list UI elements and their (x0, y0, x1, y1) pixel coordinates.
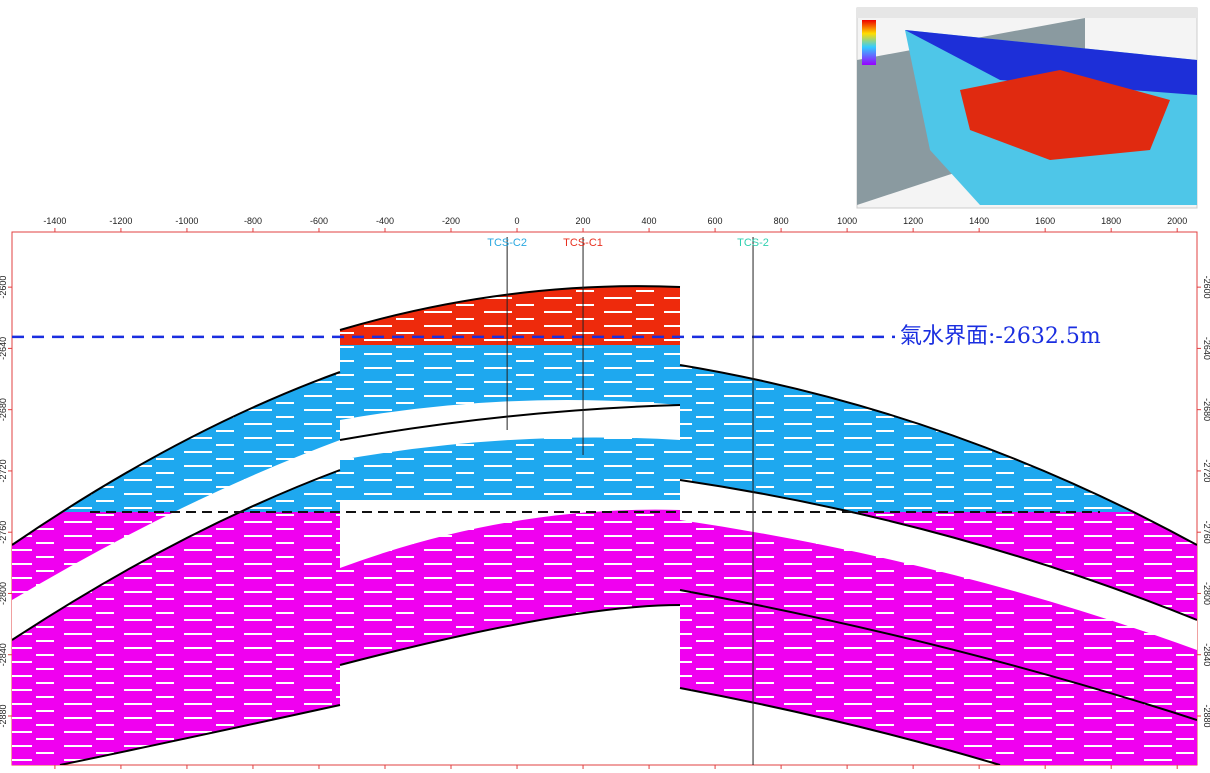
y-tick-label: -2880 (1202, 704, 1210, 727)
x-tick-label: -200 (442, 216, 460, 226)
y-tick-label: -2640 (0, 337, 8, 360)
y-tick-label: -2720 (0, 459, 8, 482)
well-label: TCS-C2 (487, 237, 527, 249)
x-tick-label: 1000 (837, 216, 857, 226)
x-tick-label: 1200 (903, 216, 923, 226)
y-tick-label: -2720 (1202, 459, 1210, 482)
y-tick-label: -2800 (0, 582, 8, 605)
y-tick-label: -2680 (1202, 398, 1210, 421)
x-tick-label: 1800 (1101, 216, 1121, 226)
x-tick-label: -1400 (43, 216, 66, 226)
y-tick-label: -2760 (1202, 521, 1210, 544)
y-tick-label: -2840 (1202, 643, 1210, 666)
x-tick-label: -1000 (175, 216, 198, 226)
x-tick-label: -600 (310, 216, 328, 226)
inset-3d-view (857, 8, 1197, 208)
cross-section-figure: -1400-1400-1200-1200-1000-1000-800-800-6… (0, 0, 1210, 773)
y-tick-label: -2600 (0, 276, 8, 299)
x-tick-label: 800 (774, 216, 789, 226)
x-tick-label: -800 (244, 216, 262, 226)
y-tick-label: -2600 (1202, 276, 1210, 299)
y-tick-label: -2680 (0, 398, 8, 421)
x-tick-label: 2000 (1167, 216, 1187, 226)
y-tick-label: -2640 (1202, 337, 1210, 360)
well-label: TCS-2 (737, 237, 769, 249)
contact-label: 氣水界面:-2632.5m (900, 324, 1101, 349)
y-tick-label: -2800 (1202, 582, 1210, 605)
x-tick-label: 600 (708, 216, 723, 226)
x-tick-label: 1400 (969, 216, 989, 226)
x-tick-label: 0 (515, 216, 520, 226)
y-tick-label: -2840 (0, 643, 8, 666)
well-label: TCS-C1 (563, 237, 603, 249)
x-tick-label: -400 (376, 216, 394, 226)
x-tick-label: 1600 (1035, 216, 1055, 226)
x-tick-label: 200 (576, 216, 591, 226)
x-tick-label: -1200 (109, 216, 132, 226)
y-tick-label: -2880 (0, 704, 8, 727)
y-tick-label: -2760 (0, 521, 8, 544)
x-tick-label: 400 (642, 216, 657, 226)
